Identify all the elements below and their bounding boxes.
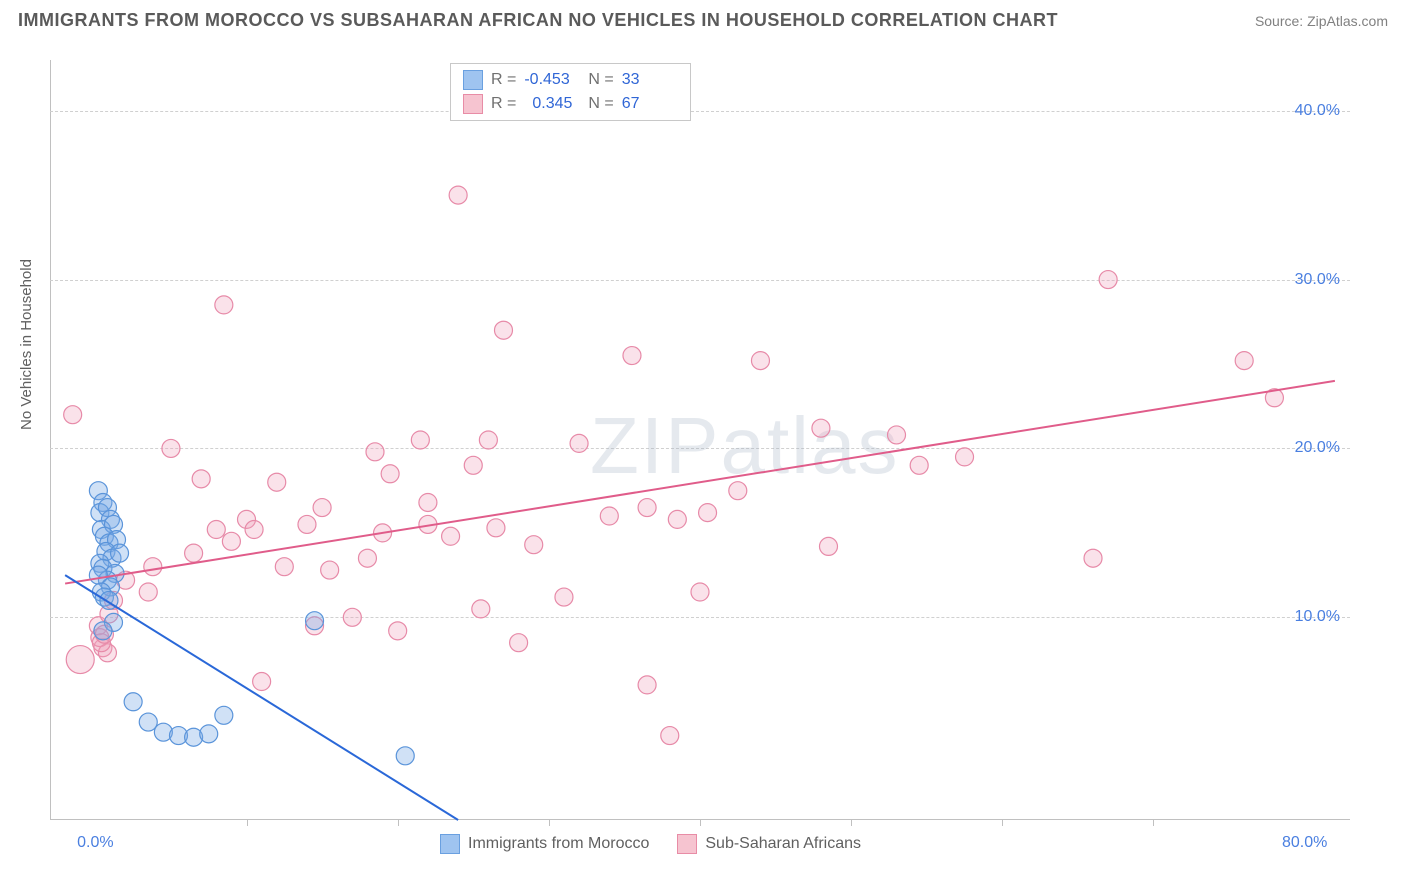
data-point	[472, 600, 490, 618]
source-value: ZipAtlas.com	[1307, 13, 1388, 29]
legend-item-b: Sub-Saharan Africans	[677, 834, 861, 854]
data-point	[275, 558, 293, 576]
data-point	[389, 622, 407, 640]
y-axis-label: No Vehicles in Household	[18, 259, 35, 430]
data-point	[313, 499, 331, 517]
data-point	[144, 558, 162, 576]
data-point	[343, 608, 361, 626]
data-point	[819, 537, 837, 555]
data-point	[1084, 549, 1102, 567]
data-point	[812, 419, 830, 437]
x-tick-mark	[549, 820, 550, 826]
data-point	[1235, 352, 1253, 370]
data-point	[124, 693, 142, 711]
source-attribution: Source: ZipAtlas.com	[1255, 13, 1388, 29]
data-point	[570, 434, 588, 452]
data-point	[751, 352, 769, 370]
legend: Immigrants from Morocco Sub-Saharan Afri…	[440, 834, 861, 854]
data-point	[910, 456, 928, 474]
data-point	[139, 713, 157, 731]
data-point	[623, 347, 641, 365]
x-tick-label: 0.0%	[77, 834, 113, 852]
data-point	[1099, 271, 1117, 289]
data-point	[245, 521, 263, 539]
data-point	[321, 561, 339, 579]
x-tick-mark	[700, 820, 701, 826]
data-point	[691, 583, 709, 601]
data-point	[366, 443, 384, 461]
x-tick-label: 80.0%	[1282, 834, 1327, 852]
data-point	[222, 532, 240, 550]
data-point	[381, 465, 399, 483]
data-point	[358, 549, 376, 567]
chart-plot-area: 10.0%20.0%30.0%40.0% 0.0%80.0% ZIPatlas …	[50, 60, 1350, 820]
stats-n-label: N =	[588, 92, 613, 116]
data-point	[494, 321, 512, 339]
data-point	[94, 622, 112, 640]
data-point	[192, 470, 210, 488]
scatter-svg	[50, 60, 1350, 820]
x-tick-mark	[247, 820, 248, 826]
data-point	[111, 544, 129, 562]
data-point	[661, 727, 679, 745]
stats-row-b: R = 0.345 N = 67	[463, 92, 678, 116]
data-point	[64, 406, 82, 424]
data-point	[442, 527, 460, 545]
data-point	[449, 186, 467, 204]
data-point	[298, 515, 316, 533]
stats-swatch-a	[463, 70, 483, 90]
data-point	[396, 747, 414, 765]
data-point	[306, 612, 324, 630]
data-point	[479, 431, 497, 449]
data-point	[139, 583, 157, 601]
data-point	[411, 431, 429, 449]
data-point	[215, 706, 233, 724]
data-point	[638, 676, 656, 694]
trend-line	[65, 575, 458, 820]
trend-line	[65, 381, 1335, 584]
data-point	[956, 448, 974, 466]
data-point	[888, 426, 906, 444]
data-point	[253, 673, 271, 691]
data-point	[162, 439, 180, 457]
stats-swatch-b	[463, 94, 483, 114]
stats-r-value-b: 0.345	[524, 92, 580, 116]
data-point	[729, 482, 747, 500]
data-point	[200, 725, 218, 743]
x-tick-mark	[851, 820, 852, 826]
x-tick-mark	[1002, 820, 1003, 826]
data-point	[464, 456, 482, 474]
legend-swatch-b	[677, 834, 697, 854]
data-point	[600, 507, 618, 525]
stats-n-value-a: 33	[622, 68, 678, 92]
data-point	[185, 544, 203, 562]
stats-r-label: R =	[491, 92, 516, 116]
data-point	[510, 634, 528, 652]
data-point	[215, 296, 233, 314]
x-tick-mark	[398, 820, 399, 826]
stats-n-value-b: 67	[622, 92, 678, 116]
data-point	[419, 493, 437, 511]
data-point	[487, 519, 505, 537]
stats-r-value-a: -0.453	[524, 68, 580, 92]
stats-n-label: N =	[588, 68, 613, 92]
data-point	[668, 510, 686, 528]
legend-label-b: Sub-Saharan Africans	[705, 835, 861, 853]
legend-label-a: Immigrants from Morocco	[468, 835, 649, 853]
correlation-stats-box: R = -0.453 N = 33 R = 0.345 N = 67	[450, 63, 691, 121]
data-point	[525, 536, 543, 554]
x-tick-mark	[1153, 820, 1154, 826]
data-point	[268, 473, 286, 491]
legend-item-a: Immigrants from Morocco	[440, 834, 649, 854]
chart-title: IMMIGRANTS FROM MOROCCO VS SUBSAHARAN AF…	[18, 10, 1058, 31]
source-label: Source:	[1255, 13, 1303, 29]
legend-swatch-a	[440, 834, 460, 854]
data-point	[699, 504, 717, 522]
stats-r-label: R =	[491, 68, 516, 92]
data-point	[555, 588, 573, 606]
stats-row-a: R = -0.453 N = 33	[463, 68, 678, 92]
data-point	[66, 646, 94, 674]
data-point	[207, 521, 225, 539]
data-point	[638, 499, 656, 517]
